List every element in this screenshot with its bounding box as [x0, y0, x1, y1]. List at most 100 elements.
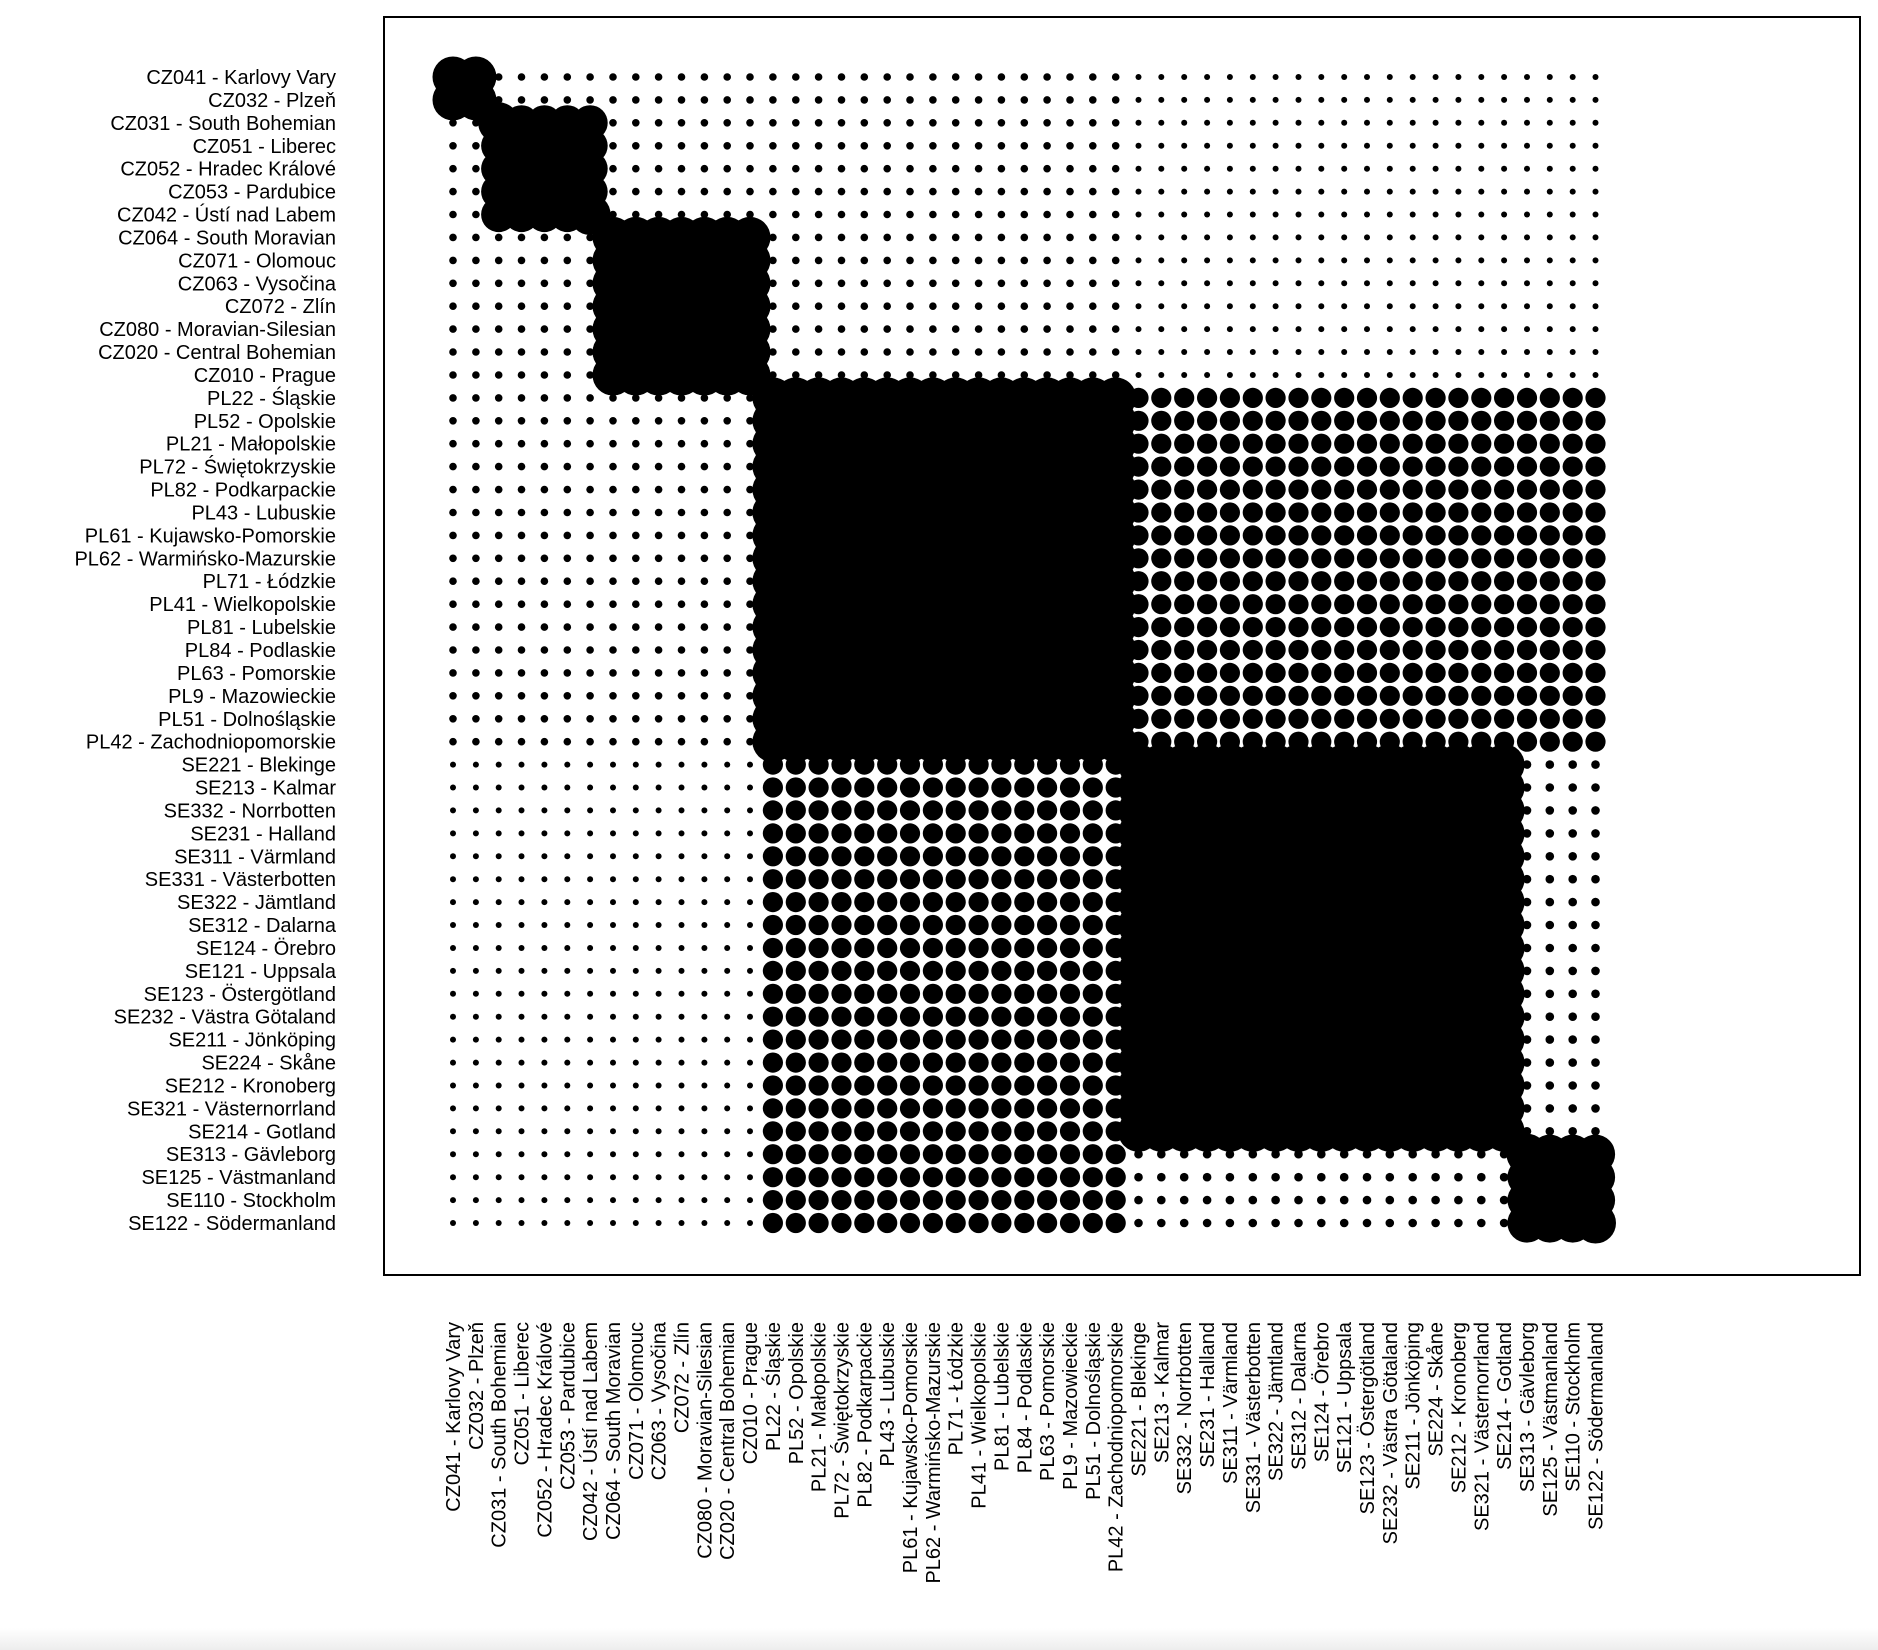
- cell-5-44: [1455, 188, 1462, 195]
- cell-9-14: [769, 279, 777, 288]
- cell-1-28: [1089, 96, 1097, 104]
- cell-15-50: [1585, 410, 1606, 431]
- cell-18-11: [700, 485, 709, 494]
- cell-13-47: [1524, 372, 1530, 378]
- cell-41-3: [518, 1013, 525, 1020]
- cell-21-44: [1448, 548, 1469, 569]
- cell-19-34: [1219, 502, 1240, 523]
- x-label-cz032-plzen: CZ032 - Plzeň: [466, 1322, 488, 1450]
- cell-6-0: [449, 210, 457, 219]
- cell-0-29: [1111, 73, 1120, 81]
- cell-17-3: [517, 462, 526, 471]
- cell-3-37: [1295, 142, 1302, 149]
- cell-26-2: [494, 669, 503, 677]
- cell-34-6: [587, 853, 594, 860]
- cell-37-5: [564, 922, 571, 928]
- cell-44-2: [495, 1082, 502, 1089]
- cell-13-37: [1295, 372, 1302, 378]
- cell-9-1: [472, 279, 480, 288]
- cell-28-41: [1379, 708, 1400, 729]
- cell-2-18: [860, 119, 869, 127]
- cell-18-7: [609, 485, 617, 494]
- cell-13-48: [1546, 372, 1553, 378]
- cell-28-30: [1128, 708, 1149, 729]
- cell-48-6: [587, 1174, 594, 1181]
- cell-27-13: [746, 692, 754, 700]
- cell-47-8: [632, 1151, 639, 1158]
- cell-17-36: [1265, 456, 1286, 477]
- cell-37-10: [678, 922, 685, 928]
- cell-28-45: [1471, 708, 1492, 729]
- cell-6-19: [883, 210, 891, 219]
- cell-49-40: [1362, 1195, 1372, 1205]
- cell-3-15: [792, 142, 800, 150]
- cell-33-20: [899, 823, 921, 844]
- cell-4-45: [1478, 165, 1485, 172]
- cell-46-28: [1082, 1121, 1103, 1142]
- cell-9-32: [1181, 280, 1188, 287]
- cell-31-26: [1037, 777, 1058, 798]
- cell-33-25: [1014, 823, 1035, 844]
- cell-15-38: [1311, 410, 1332, 431]
- cell-32-13: [747, 807, 753, 814]
- cell-45-21: [922, 1098, 944, 1119]
- cell-44-8: [632, 1082, 639, 1089]
- cell-13-24: [997, 371, 1006, 379]
- cell-4-16: [814, 164, 823, 173]
- y-label-se332-norrbotten: SE332 - Norrbotten: [164, 800, 336, 822]
- cell-48-28: [1082, 1167, 1103, 1188]
- cell-46-14: [762, 1121, 784, 1142]
- cell-36-50: [1591, 897, 1600, 907]
- cell-5-7: [609, 187, 617, 196]
- cell-6-48: [1546, 211, 1553, 218]
- cell-19-7: [609, 508, 617, 517]
- cell-43-17: [831, 1052, 852, 1073]
- cell-21-3: [517, 554, 526, 563]
- cell-15-12: [723, 417, 731, 425]
- cell-1-17: [837, 96, 846, 104]
- cell-37-13: [747, 922, 753, 928]
- cell-32-11: [701, 807, 708, 814]
- y-label-pl42-zachodniopomorskie: PL42 - Zachodniopomorskie: [86, 732, 336, 754]
- cell-23-2: [494, 600, 503, 608]
- cell-39-20: [899, 960, 921, 982]
- cell-16-48: [1539, 433, 1560, 454]
- cell-21-39: [1334, 548, 1355, 569]
- cell-46-10: [678, 1128, 685, 1135]
- cell-26-34: [1219, 662, 1240, 684]
- cell-26-42: [1402, 662, 1423, 684]
- cell-3-29: [1111, 142, 1120, 150]
- cell-5-25: [1020, 187, 1029, 196]
- cell-14-49: [1562, 387, 1583, 408]
- cell-0-2: [494, 73, 503, 81]
- cell-16-7: [609, 439, 617, 448]
- cell-50-10: [678, 1220, 685, 1226]
- cell-18-45: [1471, 479, 1492, 500]
- cell-24-12: [723, 623, 731, 631]
- cell-45-7: [610, 1105, 616, 1112]
- cell-35-19: [877, 869, 898, 890]
- cell-37-3: [518, 922, 525, 928]
- cell-50-40: [1362, 1218, 1372, 1228]
- cell-1-49: [1569, 96, 1576, 103]
- cell-24-7: [609, 623, 617, 631]
- cell-11-24: [997, 325, 1006, 333]
- cell-49-6: [587, 1197, 594, 1204]
- cell-42-22: [945, 1029, 966, 1050]
- cell-2-19: [883, 119, 891, 127]
- cell-25-30: [1128, 639, 1149, 661]
- cell-8-34: [1226, 257, 1233, 264]
- cell-46-11: [701, 1128, 708, 1135]
- cell-26-13: [746, 669, 754, 677]
- cell-44-27: [1059, 1075, 1081, 1096]
- cell-28-12: [723, 715, 731, 723]
- cell-9-50: [1592, 280, 1599, 287]
- cell-20-12: [723, 531, 731, 540]
- cell-41-24: [991, 1006, 1012, 1027]
- cell-21-6: [586, 554, 594, 563]
- cell-10-42: [1409, 303, 1416, 310]
- cell-16-36: [1265, 433, 1286, 454]
- cell-2-43: [1432, 119, 1439, 126]
- cell-6-25: [1020, 210, 1029, 219]
- cell-46-48: [1545, 1127, 1555, 1136]
